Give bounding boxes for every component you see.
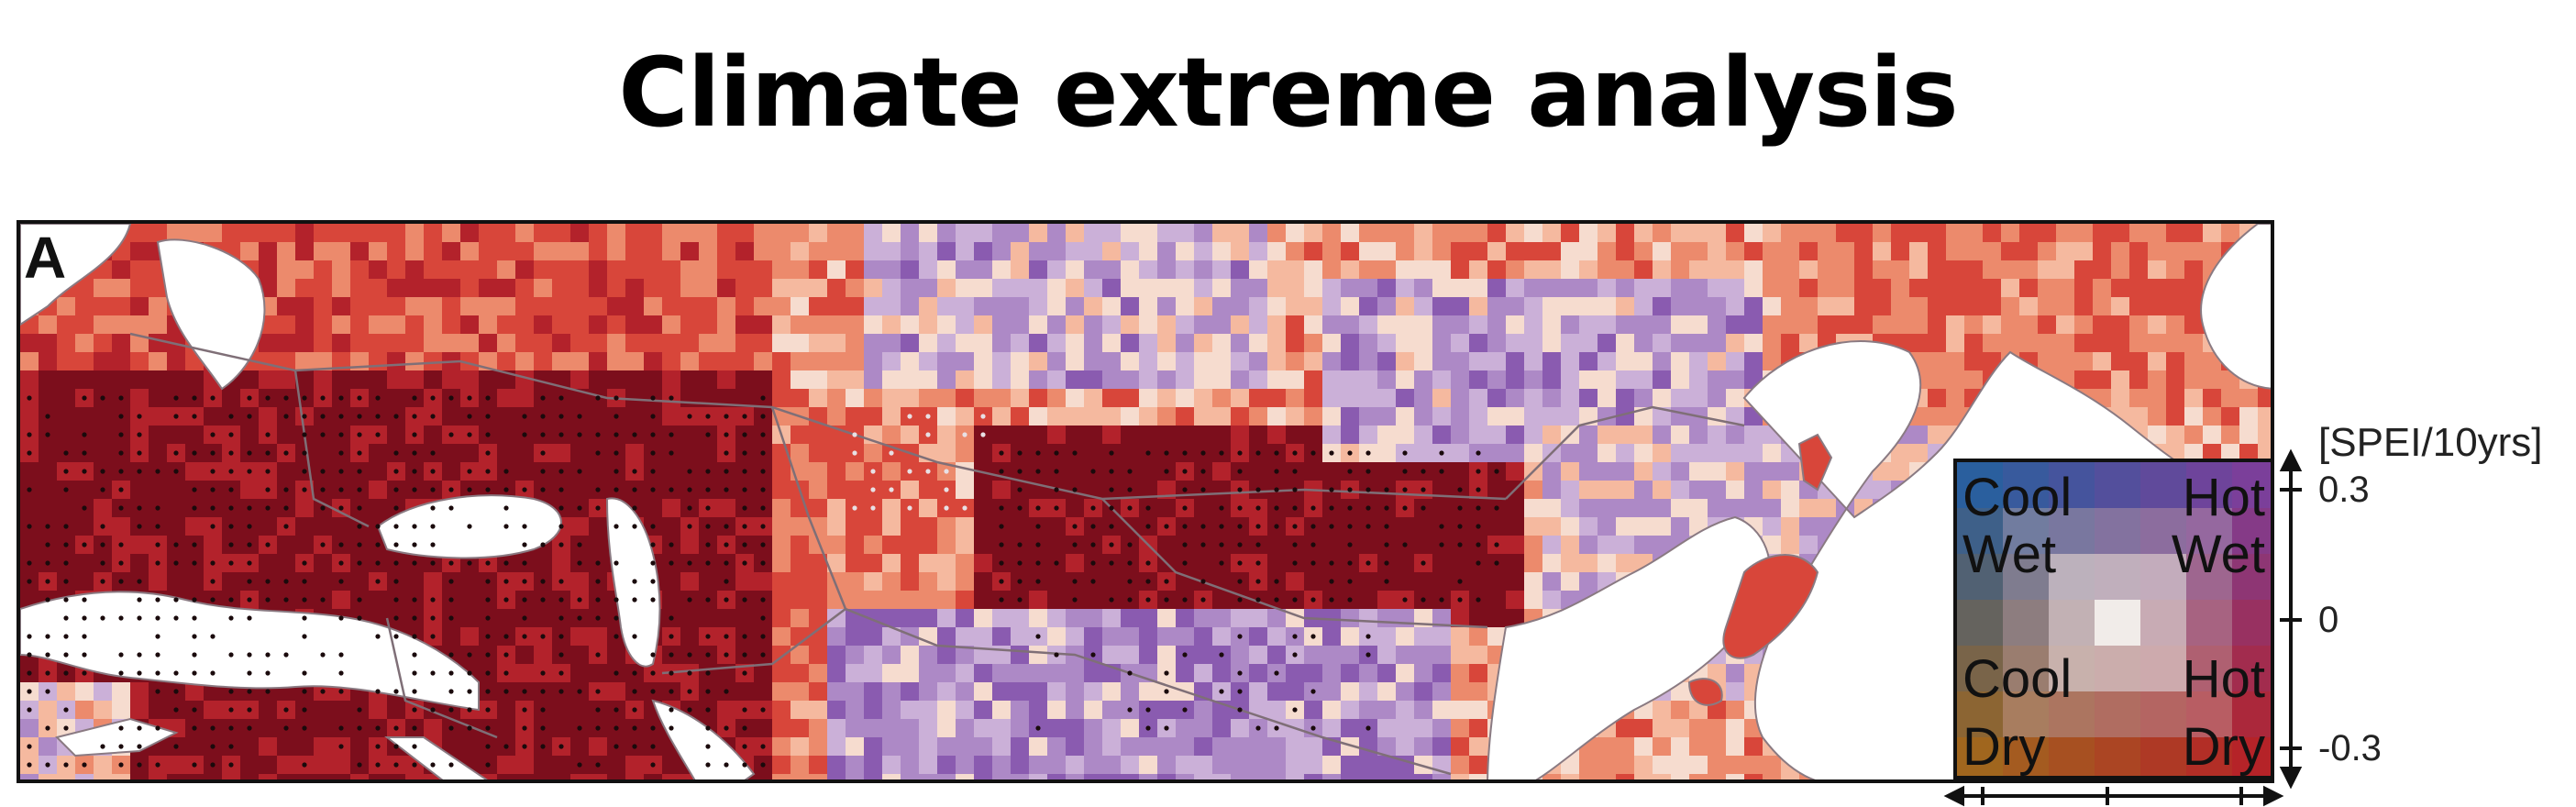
japan-island — [1797, 433, 1833, 492]
legend-hot-dry-line2: Dry — [2182, 717, 2265, 777]
japan-island — [1722, 554, 1819, 659]
legend-tick-label-0.3: 0.3 — [2318, 470, 2370, 510]
legend-cells — [1957, 462, 2271, 776]
legend-cool-dry-line2: Dry — [1962, 717, 2046, 777]
country-borders — [129, 332, 1745, 776]
legend-hot-wet-line2: Wet — [2171, 525, 2265, 584]
bivariate-legend: Cool Wet Hot Wet Cool Dry Hot Dry — [1953, 459, 2274, 779]
legend-unit-label: [SPEI/10yrs] — [2318, 420, 2543, 465]
legend-color-grid — [1957, 462, 2271, 776]
legend-tick-label--0.3: -0.3 — [2318, 728, 2382, 768]
panel-label: A — [24, 225, 67, 291]
legend-y-arrow-down — [2279, 767, 2303, 790]
legend-y-arrow-up — [2279, 448, 2303, 471]
legend-cool-wet-line2: Wet — [1962, 525, 2057, 584]
page-title: Climate extreme analysis — [618, 37, 1958, 149]
legend-hot-dry-line1: Hot — [2182, 649, 2265, 709]
japan-island — [1687, 678, 1723, 706]
legend-cool-dry-line1: Cool — [1962, 649, 2073, 709]
legend-x-arrow-left — [1943, 785, 1964, 807]
legend-x-arrow-right — [2263, 785, 2284, 807]
significance-dots — [27, 395, 1499, 768]
legend-hot-wet-line1: Hot — [2182, 468, 2265, 527]
legend-cool-wet-line1: Cool — [1962, 468, 2073, 527]
legend-tick-label-0: 0 — [2318, 600, 2339, 640]
